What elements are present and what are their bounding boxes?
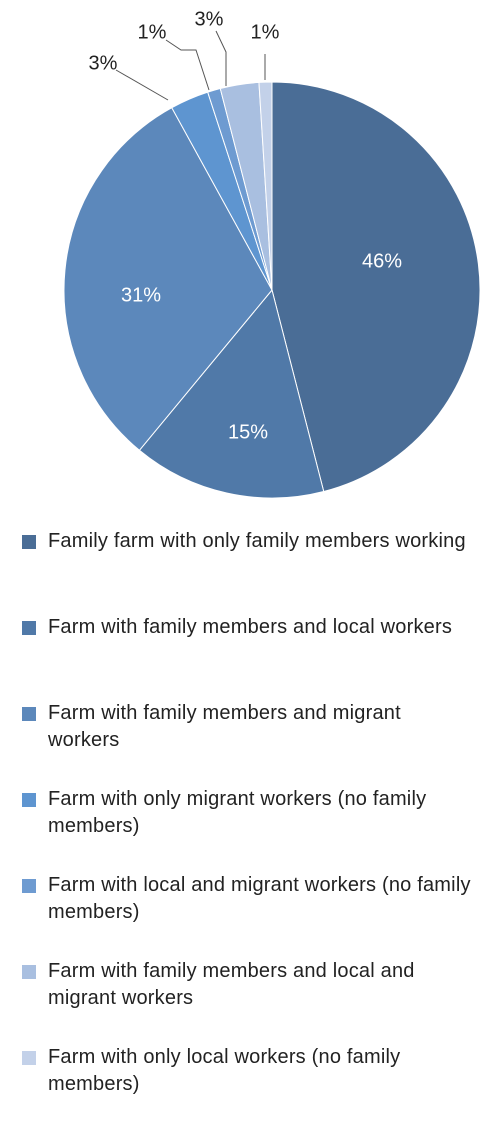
legend-label: Farm with only local workers (no family … (48, 1046, 401, 1095)
legend-item: Farm with only local workers (no family … (22, 1044, 472, 1130)
legend-swatch (22, 535, 36, 549)
pie-slice (138, 288, 325, 499)
leader-line (215, 30, 227, 86)
legend-swatch (22, 621, 36, 635)
slice-label: 3% (89, 52, 118, 74)
legend-label: Farm with family members and migrant wor… (48, 702, 401, 751)
slice-label: 1% (138, 21, 167, 43)
legend-swatch (22, 965, 36, 979)
slice-label: 3% (195, 8, 224, 30)
legend-swatch (22, 707, 36, 721)
legend-item: Farm with family members and local worke… (22, 614, 472, 700)
legend-swatch (22, 793, 36, 807)
slice-labels: 46% 15% 31% 3% 1% 3% 1% (89, 8, 403, 443)
legend-item: Farm with only migrant workers (no famil… (22, 786, 472, 872)
pie-slice (63, 107, 273, 451)
leader-lines (115, 30, 266, 101)
slice-label: 15% (228, 421, 268, 443)
legend-item: Farm with family members and local and m… (22, 958, 472, 1044)
pie-slices (63, 81, 481, 499)
legend-label: Family farm with only family members wor… (48, 530, 466, 552)
legend-swatch (22, 879, 36, 893)
legend-item: Farm with family members and migrant wor… (22, 700, 472, 786)
legend-label: Farm with local and migrant workers (no … (48, 874, 471, 923)
legend-label: Farm with family members and local worke… (48, 616, 453, 638)
slice-label: 46% (362, 250, 402, 272)
legend-item: Family farm with only family members wor… (22, 528, 472, 614)
pie-slice (258, 81, 273, 291)
slice-label: 31% (121, 284, 161, 306)
legend: Family farm with only family members wor… (22, 528, 472, 1130)
legend-item: Farm with local and migrant workers (no … (22, 872, 472, 958)
pie-slice (271, 81, 481, 493)
pie-chart: 46% 15% 31% 3% 1% 3% 1% (63, 8, 481, 499)
legend-label: Farm with only migrant workers (no famil… (48, 788, 427, 837)
slice-label: 1% (251, 21, 280, 43)
leader-line (115, 69, 169, 101)
leader-line (165, 39, 210, 91)
legend-label: Farm with family members and local and m… (48, 960, 415, 1009)
legend-swatch (22, 1051, 36, 1065)
